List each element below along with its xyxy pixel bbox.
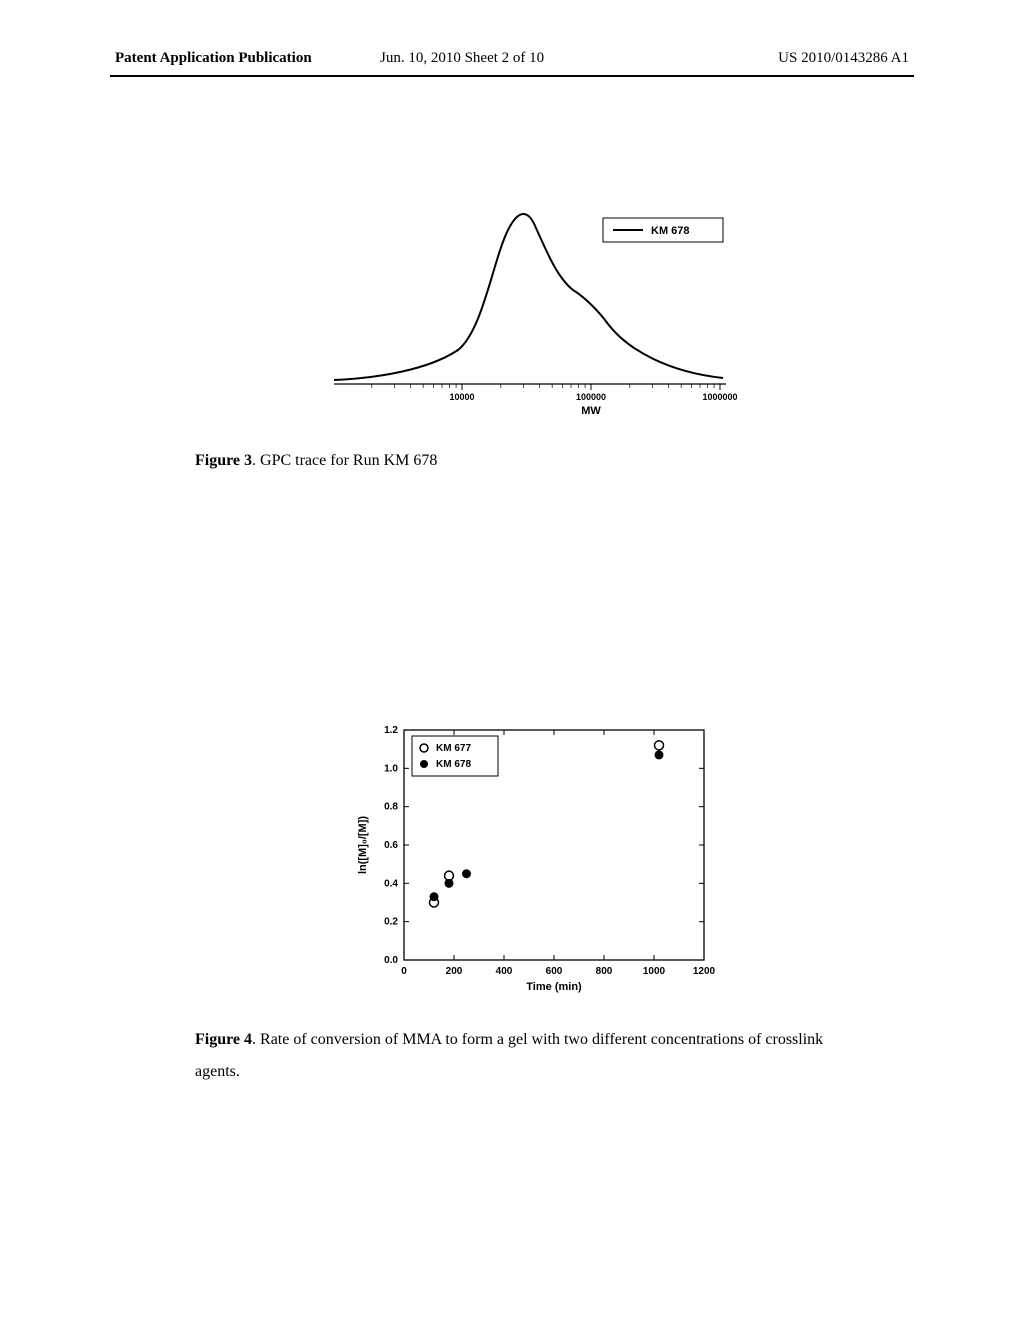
header-doc-number: US 2010/0143286 A1	[778, 50, 909, 67]
svg-text:KM 678: KM 678	[436, 759, 471, 770]
svg-text:200: 200	[446, 966, 463, 977]
svg-text:1.2: 1.2	[384, 725, 398, 736]
svg-text:1000: 1000	[643, 966, 666, 977]
svg-text:0: 0	[401, 966, 407, 977]
figure-4-text: . Rate of conversion of MMA to form a ge…	[195, 1031, 823, 1080]
svg-text:0.4: 0.4	[384, 878, 398, 889]
svg-text:1.0: 1.0	[384, 763, 398, 774]
svg-text:1200: 1200	[693, 966, 716, 977]
figure-4-label: Figure 4	[195, 1031, 252, 1048]
svg-text:0.6: 0.6	[384, 840, 398, 851]
svg-text:400: 400	[496, 966, 513, 977]
svg-text:Time (min): Time (min)	[526, 981, 582, 993]
svg-text:ln([M]₀/[M]): ln([M]₀/[M])	[357, 816, 369, 874]
svg-text:800: 800	[596, 966, 613, 977]
svg-text:KM 678: KM 678	[651, 225, 690, 237]
figure-3-text: . GPC trace for Run KM 678	[252, 452, 437, 469]
svg-text:MW: MW	[581, 405, 601, 417]
svg-text:100000: 100000	[576, 392, 606, 402]
svg-text:1000000: 1000000	[702, 392, 737, 402]
svg-text:10000: 10000	[449, 392, 474, 402]
svg-text:0.0: 0.0	[384, 955, 398, 966]
svg-text:0.8: 0.8	[384, 802, 398, 813]
svg-text:KM 677: KM 677	[436, 743, 471, 754]
figure-3-chart: 10000 100000 1000000 MW KM 678	[328, 200, 738, 420]
header-sheet-info: Jun. 10, 2010 Sheet 2 of 10	[380, 50, 544, 67]
figure-3-label: Figure 3	[195, 452, 252, 469]
svg-text:600: 600	[546, 966, 563, 977]
header-rule	[110, 75, 914, 77]
svg-text:0.2: 0.2	[384, 917, 398, 928]
figure-4-chart: 0 200 400 600 800 1000 1200 0.0 0.2 0.4 0.6 0.8 1.0 1…	[340, 720, 720, 1000]
figure-4-caption: Figure 4. Rate of conversion of MMA to f…	[195, 1024, 835, 1088]
figure-3-caption: Figure 3. GPC trace for Run KM 678	[195, 452, 437, 470]
header-publication: Patent Application Publication	[115, 50, 312, 67]
